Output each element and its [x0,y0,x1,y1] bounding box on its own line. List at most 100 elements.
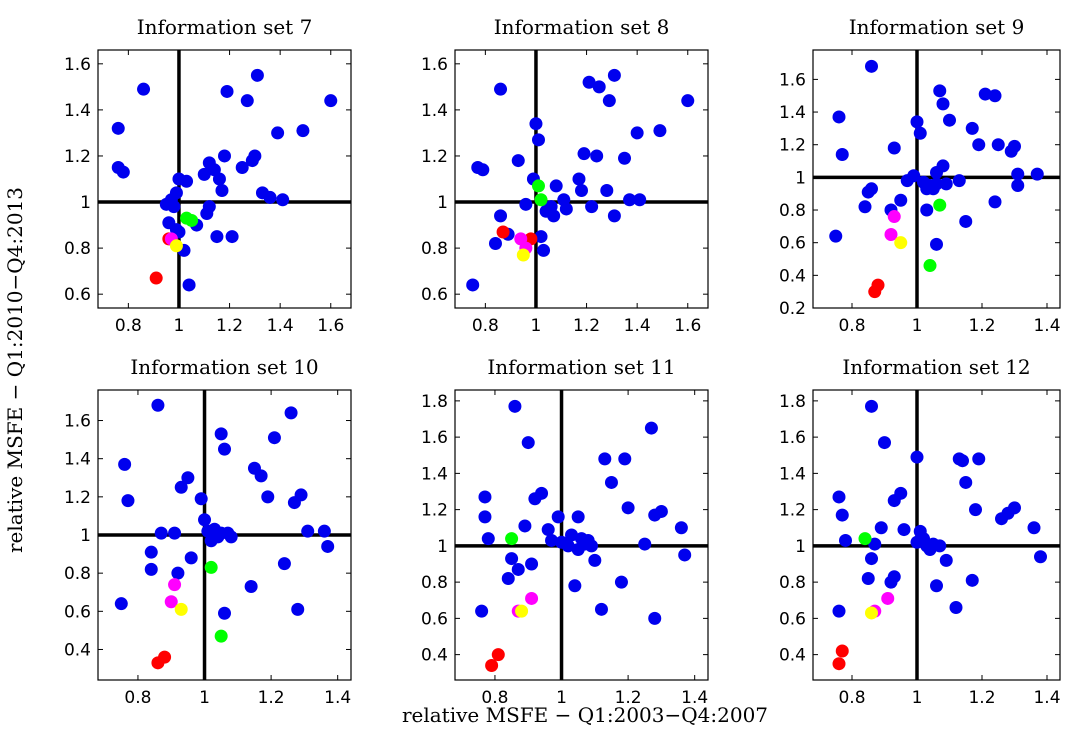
point-blue [466,278,480,292]
y-tick-label: 1.2 [64,147,91,167]
point-yellow [865,606,878,620]
point-blue [959,214,973,228]
x-tick-label: 1.4 [267,316,294,336]
point-blue [118,457,132,471]
point-blue [194,492,208,506]
subplot-2: Information set 8 0.8 1 1.2 1.4 1.6 0.6 0.8 1 1.2… [421,15,709,336]
point-blue [235,160,249,174]
point-red [149,271,163,285]
point-blue [184,551,198,565]
point-blue [244,580,258,594]
point-blue [910,450,924,464]
point-blue [900,174,914,188]
point-blue [151,398,165,412]
point-blue [545,533,559,547]
y-tick-label: 1.6 [64,55,91,75]
x-tick-label: 1.6 [674,316,701,336]
x-tick-label: 1.4 [1033,316,1060,336]
point-blue [261,490,275,504]
point-blue [271,126,285,140]
point-blue [565,528,579,542]
subplot-4: Information set 10 0.8 1 1.2 1.4 0.4 0.6 0.8 1 1.… [64,355,352,708]
x-tick-label: 0.8 [838,688,865,708]
point-yellow [515,604,529,618]
point-blue [220,84,234,98]
point-blue [294,488,308,502]
point-yellow [174,602,188,616]
point-blue [865,59,878,73]
point-green [531,179,545,193]
x-tick-label: 0.8 [472,316,499,336]
point-yellow [169,239,183,253]
point-blue [588,553,602,567]
point-blue [1008,139,1021,153]
point-blue [225,230,239,244]
point-blue [894,193,908,207]
point-blue [481,532,495,546]
y-tick-label: 1 [80,526,91,546]
point-blue [582,75,596,89]
subplot-3: Information set 9 0.8 1 1.2 1.4 0.2 0.4 0.6 0.8 1… [779,15,1061,336]
point-blue [263,190,277,204]
point-blue [317,524,331,538]
point-blue [547,209,561,223]
point-blue [254,469,268,483]
point-blue [559,202,573,216]
point-blue [519,197,533,211]
point-blue [600,184,614,198]
y-tick-label: 1.4 [64,450,91,470]
y-tick-label: 0.6 [779,609,806,629]
point-blue [602,94,616,108]
point-blue [180,174,194,188]
y-tick-label: 0.6 [64,602,91,622]
y-tick-label: 1.2 [421,501,448,521]
y-tick-label: 1.8 [779,392,806,412]
point-blue [218,442,231,456]
point-blue [835,508,849,522]
point-blue [511,154,525,168]
y-tick-label: 1.6 [421,55,448,75]
point-blue [991,138,1005,152]
point-blue [894,486,908,500]
point-blue [534,230,548,244]
point-blue [969,503,982,517]
point-blue [111,121,125,135]
point-blue [577,147,591,161]
point-green [204,560,218,574]
point-blue [494,209,508,223]
subplot-5: Information set 11 0.8 1 1.2 1.4 0.4 0.6 0.8 1 1.… [421,355,709,708]
point-blue [633,193,647,207]
point-blue [296,124,310,138]
y-tick-label: 1 [795,168,806,188]
y-tick-label: 0.8 [779,201,806,221]
point-yellow [894,236,908,250]
y-tick-label: 0.6 [64,285,91,305]
subplot-title: Information set 7 [137,15,313,39]
point-blue [114,597,128,611]
point-blue [829,229,843,243]
point-blue [210,230,224,244]
point-blue [572,172,586,186]
point-blue [638,537,652,551]
point-blue [276,193,290,207]
point-yellow [516,248,530,262]
point-blue [607,68,621,82]
point-blue [878,436,891,450]
point-blue [648,611,662,625]
y-tick-label: 1 [795,537,806,557]
point-blue [614,575,628,589]
figure-x-axis-label: relative MSFE − Q1:2003−Q4:2007 [402,703,768,727]
point-green [505,532,519,546]
point-blue [874,521,888,535]
point-blue [865,399,878,413]
point-green [534,193,548,207]
point-green [858,532,872,546]
point-blue [568,579,582,593]
point-blue [137,82,151,96]
point-blue [224,530,238,544]
y-tick-label: 1.2 [421,147,448,167]
point-blue [590,149,604,163]
point-magenta [168,578,182,592]
point-blue [511,562,525,576]
point-blue [933,539,947,553]
